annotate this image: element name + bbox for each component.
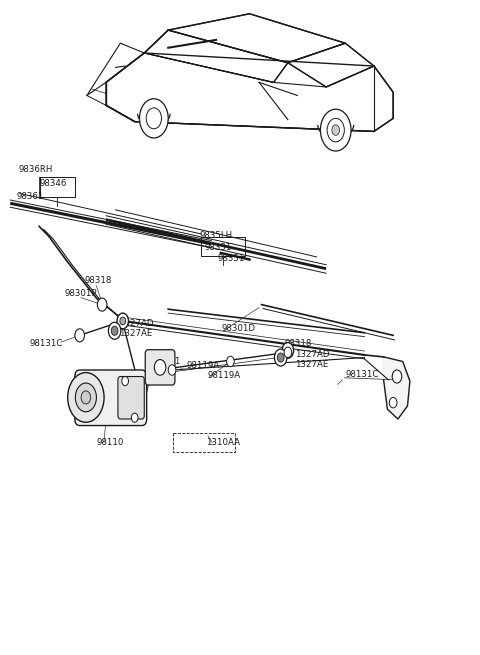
Text: 98318: 98318 <box>84 276 112 285</box>
Text: 98281: 98281 <box>154 357 181 366</box>
Circle shape <box>392 370 402 383</box>
Circle shape <box>332 125 339 136</box>
Circle shape <box>81 391 91 404</box>
Text: 98346: 98346 <box>40 179 67 188</box>
Text: 9836RH: 9836RH <box>19 165 53 174</box>
Circle shape <box>140 99 168 138</box>
Circle shape <box>97 298 107 311</box>
FancyBboxPatch shape <box>118 377 144 419</box>
Text: 9835LH: 9835LH <box>199 231 232 240</box>
FancyBboxPatch shape <box>75 370 147 426</box>
Text: 98119A: 98119A <box>207 371 240 381</box>
Circle shape <box>168 365 176 375</box>
Text: 1327AE: 1327AE <box>295 360 328 369</box>
Text: 98351: 98351 <box>217 254 244 263</box>
Circle shape <box>227 356 234 367</box>
Text: 98318: 98318 <box>284 339 312 348</box>
Text: 1327AD: 1327AD <box>120 319 154 328</box>
Text: 98131C: 98131C <box>29 339 63 348</box>
FancyBboxPatch shape <box>145 350 175 385</box>
Circle shape <box>277 353 284 362</box>
Circle shape <box>155 360 166 375</box>
Circle shape <box>108 322 121 339</box>
Circle shape <box>75 329 84 342</box>
Text: 98301P: 98301P <box>64 289 97 298</box>
Polygon shape <box>384 357 410 419</box>
Circle shape <box>117 313 129 329</box>
Text: 98131C: 98131C <box>345 370 379 379</box>
Text: 1327AE: 1327AE <box>120 329 153 338</box>
Text: 98110: 98110 <box>96 438 124 447</box>
Circle shape <box>284 347 292 358</box>
Text: 98331: 98331 <box>204 243 231 252</box>
Circle shape <box>122 377 129 386</box>
Text: 1327AD: 1327AD <box>295 350 330 359</box>
Circle shape <box>75 383 96 412</box>
Circle shape <box>282 343 294 358</box>
Text: 98119A: 98119A <box>186 361 219 370</box>
Circle shape <box>389 398 397 408</box>
Circle shape <box>132 413 138 422</box>
Circle shape <box>327 119 344 142</box>
Circle shape <box>120 317 126 325</box>
Circle shape <box>275 349 287 366</box>
Circle shape <box>111 326 118 335</box>
Text: 98301D: 98301D <box>222 324 256 333</box>
Circle shape <box>68 373 104 422</box>
Circle shape <box>321 109 351 151</box>
Text: 98361: 98361 <box>16 193 43 201</box>
Text: 1310AA: 1310AA <box>206 438 240 447</box>
Circle shape <box>146 108 161 129</box>
